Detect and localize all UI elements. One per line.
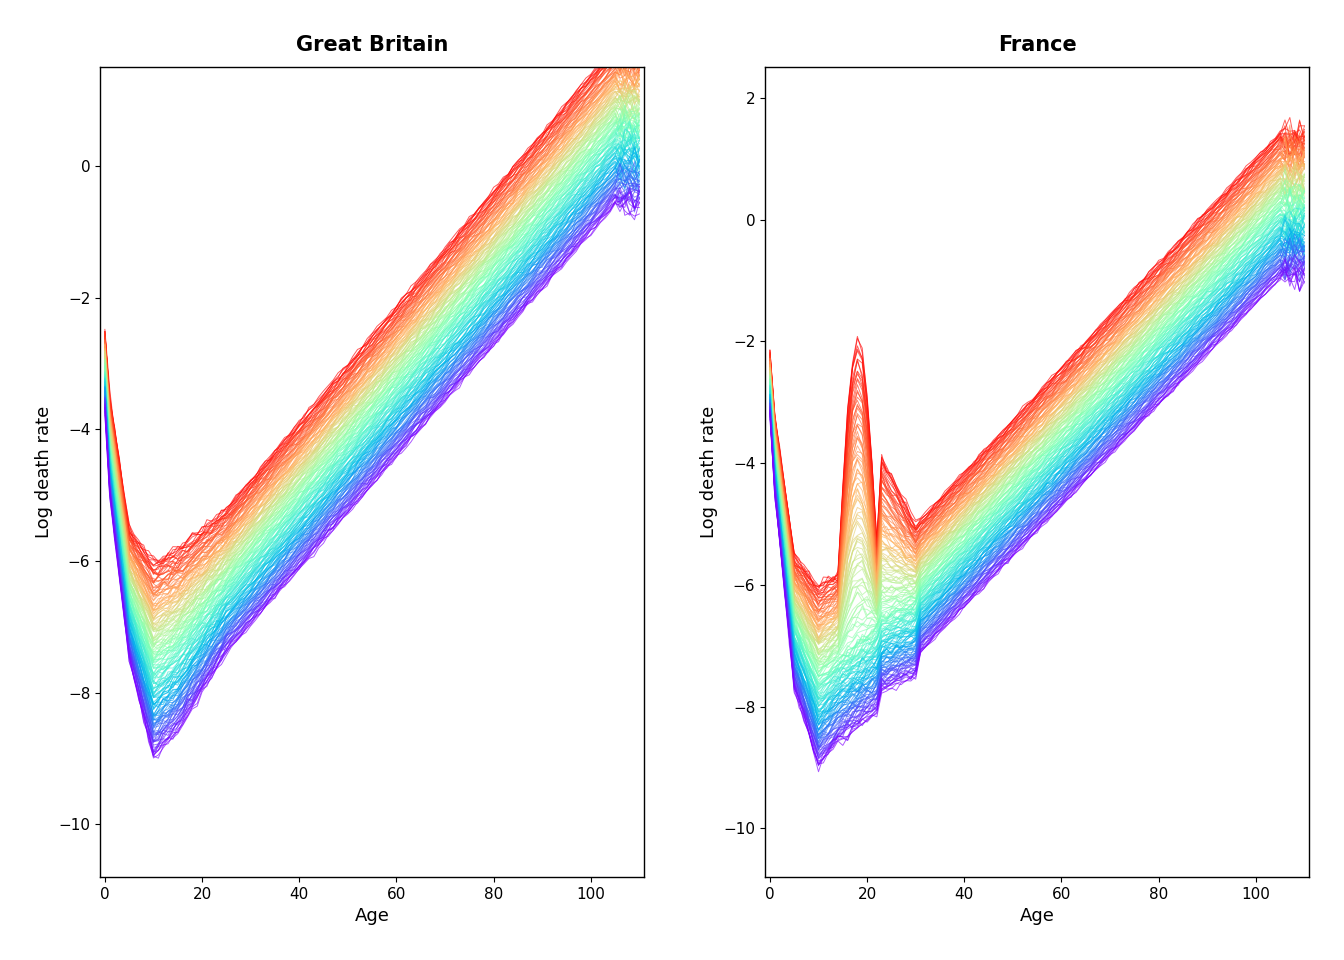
X-axis label: Age: Age bbox=[355, 907, 390, 925]
Title: France: France bbox=[997, 35, 1077, 55]
Title: Great Britain: Great Britain bbox=[296, 35, 449, 55]
X-axis label: Age: Age bbox=[1020, 907, 1055, 925]
Y-axis label: Log death rate: Log death rate bbox=[35, 406, 52, 539]
Y-axis label: Log death rate: Log death rate bbox=[700, 406, 718, 539]
